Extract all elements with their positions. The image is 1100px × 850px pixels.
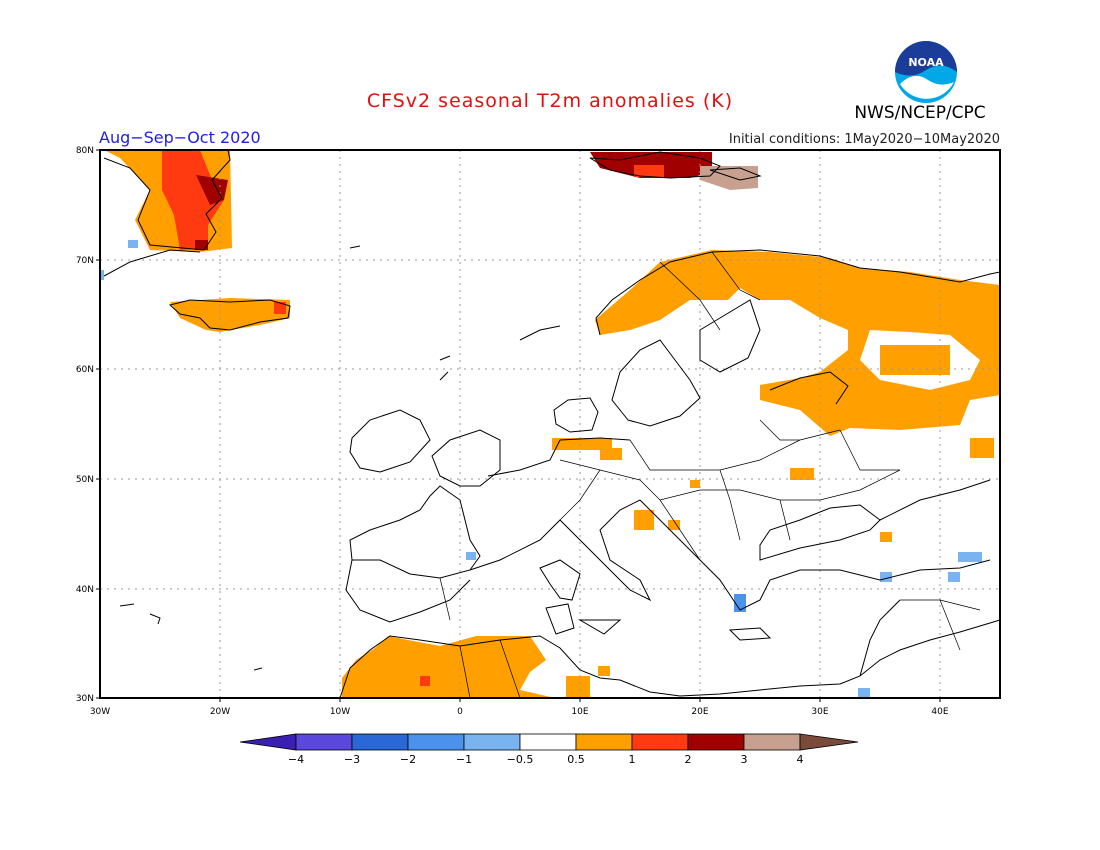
lat-label: 50N bbox=[76, 475, 94, 485]
caucasus-warm bbox=[880, 532, 892, 542]
greenland-warm-2 bbox=[196, 175, 228, 205]
initial-conditions: Initial conditions: 1May2020−10May2020 bbox=[728, 132, 1000, 147]
noaa-logo: NOAA bbox=[895, 41, 957, 103]
germany-warm bbox=[552, 438, 612, 450]
russia-east-warm bbox=[970, 438, 994, 458]
turkey-cold-1 bbox=[880, 572, 892, 582]
lon-label: 0 bbox=[457, 707, 463, 717]
colorbar-label: 4 bbox=[797, 753, 804, 766]
poland-warm bbox=[600, 448, 622, 460]
map-frame bbox=[99, 149, 1001, 699]
colorbar-label: 2 bbox=[685, 753, 692, 766]
tunisia-warm bbox=[566, 676, 590, 698]
colorbar-label: 1 bbox=[629, 753, 636, 766]
lon-label: 20E bbox=[691, 707, 708, 717]
colorbar-label: 0.5 bbox=[567, 753, 585, 766]
greenland-warm-1 bbox=[162, 150, 224, 250]
lat-label: 70N bbox=[76, 256, 94, 266]
caspian-cold bbox=[958, 552, 982, 562]
forecast-period: Aug−Sep−Oct 2020 bbox=[99, 128, 261, 147]
longitude-labels: 30W 20W 10W 0 10E 20E 30E 40E bbox=[90, 707, 949, 717]
colorbar: −4 −3 −2 −1 −0.5 0.5 1 2 3 4 bbox=[239, 733, 859, 766]
colorbar-cell bbox=[687, 733, 745, 751]
iceland-warm bbox=[170, 298, 290, 332]
libya-warm bbox=[598, 666, 610, 676]
morocco-warm bbox=[342, 636, 555, 698]
colorbar-cell bbox=[407, 733, 465, 751]
colorbar-cell bbox=[631, 733, 689, 751]
colorbar-label: −4 bbox=[288, 753, 304, 766]
lon-label: 30W bbox=[90, 707, 110, 717]
svalbard-warm-1 bbox=[634, 165, 664, 177]
ukraine-warm bbox=[790, 468, 814, 480]
morocco-warm-1 bbox=[420, 676, 430, 686]
lat-label: 30N bbox=[76, 694, 94, 704]
colorbar-cell bbox=[351, 733, 409, 751]
noaa-logo-text: NOAA bbox=[908, 56, 944, 69]
lon-label: 10W bbox=[330, 707, 350, 717]
lon-label: 10E bbox=[571, 707, 588, 717]
colorbar-cell bbox=[295, 733, 353, 751]
turkey-cold-2 bbox=[948, 572, 960, 582]
latitude-labels: 80N 70N 60N 50N 40N 30N bbox=[76, 146, 94, 704]
lon-label: 40E bbox=[931, 707, 948, 717]
greenland-cold bbox=[128, 240, 138, 248]
map-grid bbox=[100, 150, 1000, 698]
colorbar-cell bbox=[519, 733, 577, 751]
colorbar-label: −3 bbox=[344, 753, 360, 766]
egypt-cold bbox=[858, 688, 870, 698]
colorbar-label: 3 bbox=[741, 753, 748, 766]
spain-cold bbox=[466, 552, 476, 560]
lat-label: 80N bbox=[76, 146, 94, 156]
colorbar-cell bbox=[575, 733, 633, 751]
slovakia-warm bbox=[690, 480, 700, 488]
organization-label: NWS/NCEP/CPC bbox=[854, 103, 986, 123]
canada-cold bbox=[100, 270, 104, 280]
croatia-warm bbox=[634, 510, 654, 530]
lat-label: 60N bbox=[76, 365, 94, 375]
anomaly-fills bbox=[100, 150, 1000, 698]
colorbar-max-arrow bbox=[799, 733, 859, 751]
russia-warm-box bbox=[880, 345, 950, 375]
chart-title: CFSv2 seasonal T2m anomalies (K) bbox=[366, 90, 734, 112]
colorbar-label: −1 bbox=[456, 753, 472, 766]
finland-hole bbox=[756, 300, 800, 352]
lat-label: 40N bbox=[76, 585, 94, 595]
lon-label: 30E bbox=[811, 707, 828, 717]
lon-label: 20W bbox=[210, 707, 230, 717]
colorbar-label: −0.5 bbox=[507, 753, 534, 766]
coastlines bbox=[103, 149, 1001, 699]
iceland-warm-1 bbox=[274, 302, 286, 314]
colorbar-label: −2 bbox=[400, 753, 416, 766]
greece-cold bbox=[734, 594, 746, 612]
country-borders bbox=[439, 251, 981, 699]
colorbar-cell bbox=[463, 733, 521, 751]
bosnia-warm bbox=[668, 520, 680, 530]
colorbar-cell bbox=[743, 733, 801, 751]
axis-ticks bbox=[96, 149, 941, 702]
greenland-warm-2b bbox=[195, 240, 208, 250]
colorbar-min-arrow bbox=[239, 733, 297, 751]
